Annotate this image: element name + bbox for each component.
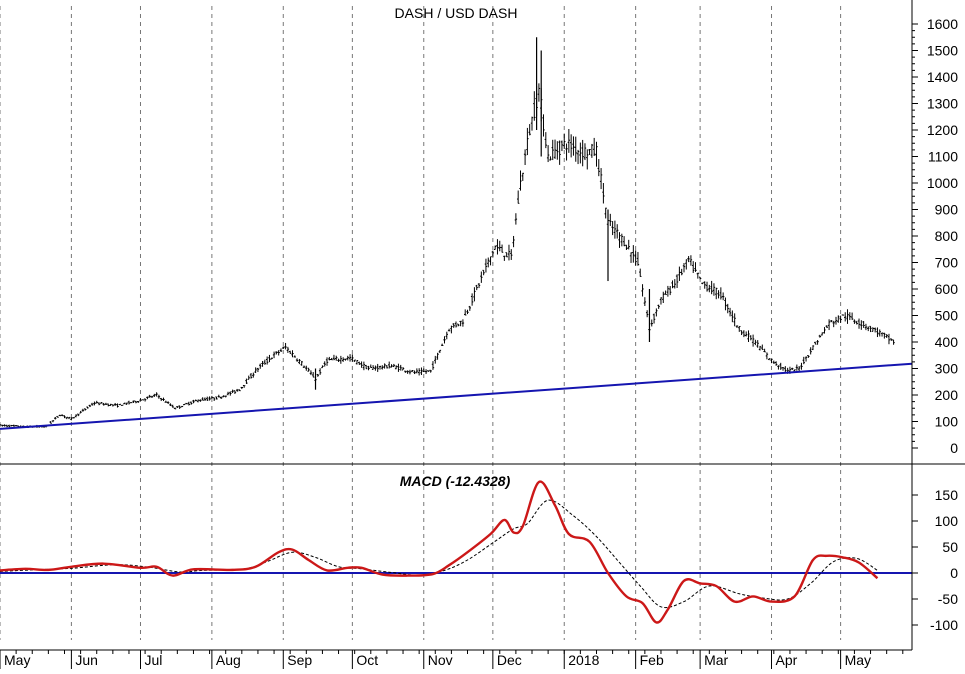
macd-line: [0, 480, 879, 624]
macd-y-tick-label: 100: [935, 513, 959, 529]
price-y-tick-label: 1200: [927, 122, 958, 138]
x-tick-label: Aug: [216, 652, 241, 668]
x-tick-label: Nov: [428, 652, 453, 668]
x-tick-label: Oct: [356, 652, 378, 668]
macd-y-tick-label: 50: [942, 539, 958, 555]
price-y-tick-label: 300: [935, 361, 959, 377]
macd-y-tick-label: 150: [935, 487, 959, 503]
x-tick-label: Apr: [776, 652, 798, 668]
macd-title: MACD (-12.4328): [400, 473, 511, 489]
chart-frame: [0, 0, 965, 651]
price-chart-title: DASH / USD DASH: [395, 5, 518, 21]
trendline-layer: [0, 362, 913, 430]
x-tick-label: May: [4, 652, 30, 668]
macd-y-tick-label: -50: [938, 591, 958, 607]
macd-y-tick-label: -100: [930, 617, 958, 633]
x-tick-label: Feb: [640, 652, 664, 668]
x-tick-label: May: [845, 652, 871, 668]
x-tick-label: Jun: [75, 652, 98, 668]
price-y-tick-label: 900: [935, 202, 959, 218]
axes: 0100200300400500600700800900100011001200…: [0, 16, 958, 669]
price-y-tick-label: 400: [935, 334, 959, 350]
support-trendline: [0, 362, 913, 430]
price-y-tick-label: 0: [950, 440, 958, 456]
price-y-tick-label: 1100: [928, 149, 958, 165]
gridlines: [0, 6, 842, 640]
price-y-tick-label: 500: [935, 308, 959, 324]
price-y-tick-label: 600: [935, 281, 959, 297]
macd-signal-line: [0, 499, 878, 609]
price-y-tick-label: 1600: [927, 16, 958, 32]
price-y-tick-label: 1300: [927, 96, 958, 112]
macd-y-tick-label: 0: [950, 565, 958, 581]
macd-lines: [0, 480, 912, 624]
price-y-tick-label: 100: [935, 414, 959, 430]
x-tick-label: Sep: [287, 652, 312, 668]
price-y-tick-label: 800: [935, 228, 959, 244]
price-y-tick-label: 1500: [927, 43, 958, 59]
price-y-tick-label: 1400: [927, 69, 958, 85]
price-y-tick-label: 700: [935, 255, 959, 271]
x-tick-label: Dec: [497, 652, 522, 668]
price-y-tick-label: 1000: [927, 175, 958, 191]
price-candles: [0, 37, 895, 429]
x-tick-label: Mar: [704, 652, 728, 668]
x-tick-label: Jul: [144, 652, 162, 668]
x-tick-label: 2018: [568, 652, 599, 668]
price-y-tick-label: 200: [935, 387, 959, 403]
